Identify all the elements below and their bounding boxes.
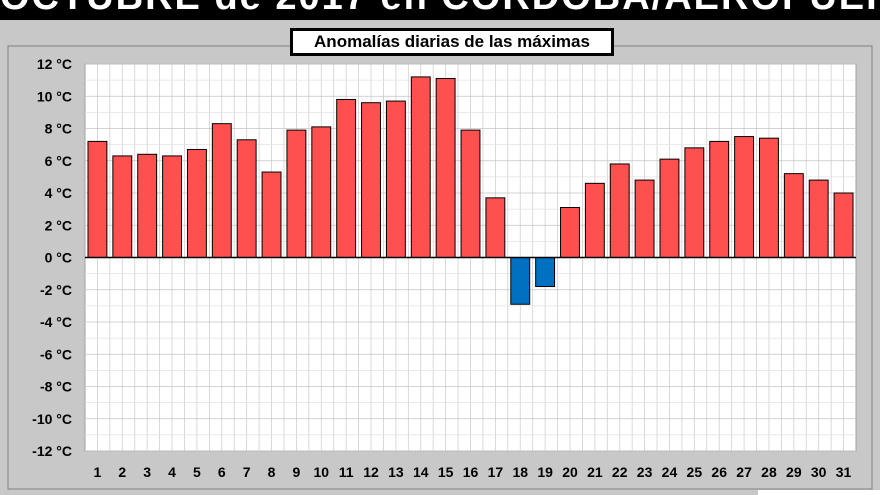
x-tick-label: 4 — [168, 464, 176, 480]
header-title: OCTUBRE de 2017 en CÓRDOBA/AEROPUERTO — [0, 0, 880, 19]
x-tick-label: 18 — [512, 464, 528, 480]
y-tick-label: 0 °C — [45, 250, 72, 266]
bar — [485, 197, 506, 258]
chart-title: Anomalías diarias de las máximas — [290, 28, 614, 56]
y-tick-label: 2 °C — [45, 217, 72, 233]
bar — [460, 129, 481, 258]
y-tick-label: -12 °C — [32, 443, 72, 459]
bar — [609, 163, 630, 259]
bar — [659, 158, 680, 258]
bar — [286, 129, 307, 258]
x-tick-label: 10 — [313, 464, 329, 480]
bar — [137, 153, 158, 258]
y-tick-label: 10 °C — [37, 88, 72, 104]
x-tick-label: 9 — [293, 464, 301, 480]
y-tick-label: 8 °C — [45, 121, 72, 137]
x-tick-label: 23 — [637, 464, 653, 480]
x-tick-label: 2 — [118, 464, 126, 480]
x-tick-label: 13 — [388, 464, 404, 480]
x-tick-label: 20 — [562, 464, 578, 480]
bar — [336, 98, 357, 258]
x-tick-label: 19 — [537, 464, 553, 480]
header-banner: OCTUBRE de 2017 en CÓRDOBA/AEROPUERTO — [0, 0, 880, 20]
bar — [261, 171, 282, 259]
x-tick-label: 14 — [413, 464, 429, 480]
y-tick-label: 4 °C — [45, 185, 72, 201]
y-tick-label: -10 °C — [32, 411, 72, 427]
x-tick-label: 3 — [143, 464, 151, 480]
bar — [236, 139, 257, 259]
y-tick-label: 12 °C — [37, 56, 72, 72]
bar — [684, 147, 705, 259]
bar — [361, 102, 381, 258]
bar — [311, 126, 332, 258]
x-tick-label: 27 — [736, 464, 752, 480]
bar — [833, 192, 854, 258]
x-tick-label: 28 — [761, 464, 777, 480]
x-tick-label: 11 — [339, 464, 354, 480]
bar — [435, 78, 456, 258]
x-tick-label: 26 — [711, 464, 727, 480]
bar — [584, 182, 605, 258]
x-tick-label: 29 — [786, 464, 802, 480]
y-tick-label: -6 °C — [40, 346, 72, 362]
bar — [734, 136, 755, 258]
x-tick-label: 5 — [193, 464, 201, 480]
x-tick-label: 6 — [218, 464, 226, 480]
bar — [112, 155, 133, 259]
bar — [87, 140, 108, 258]
x-tick-label: 17 — [488, 464, 504, 480]
bar — [709, 140, 730, 258]
x-tick-label: 31 — [836, 464, 852, 480]
x-tick-label: 25 — [687, 464, 703, 480]
bar — [759, 137, 779, 258]
bar — [808, 179, 829, 259]
x-tick-label: 1 — [94, 464, 102, 480]
x-tick-label: 21 — [587, 464, 603, 480]
x-tick-label: 22 — [612, 464, 628, 480]
bar — [186, 148, 207, 258]
bar — [385, 100, 406, 259]
bar — [560, 207, 580, 258]
y-tick-label: 6 °C — [45, 153, 72, 169]
y-tick-label: -8 °C — [40, 379, 72, 395]
bar — [783, 173, 804, 258]
bar — [535, 257, 556, 288]
bar — [162, 155, 182, 259]
x-tick-label: 15 — [438, 464, 454, 480]
bar — [510, 257, 531, 305]
x-tick-label: 24 — [662, 464, 678, 480]
bar — [634, 179, 655, 259]
y-tick-label: -4 °C — [40, 314, 72, 330]
x-tick-label: 7 — [243, 464, 251, 480]
x-tick-label: 8 — [268, 464, 276, 480]
x-tick-label: 16 — [463, 464, 479, 480]
x-tick-label: 30 — [811, 464, 827, 480]
bottom-corner-mark — [758, 490, 880, 495]
bar — [211, 123, 232, 258]
y-tick-label: -2 °C — [40, 282, 72, 298]
bar — [410, 76, 431, 259]
x-tick-label: 12 — [363, 464, 379, 480]
